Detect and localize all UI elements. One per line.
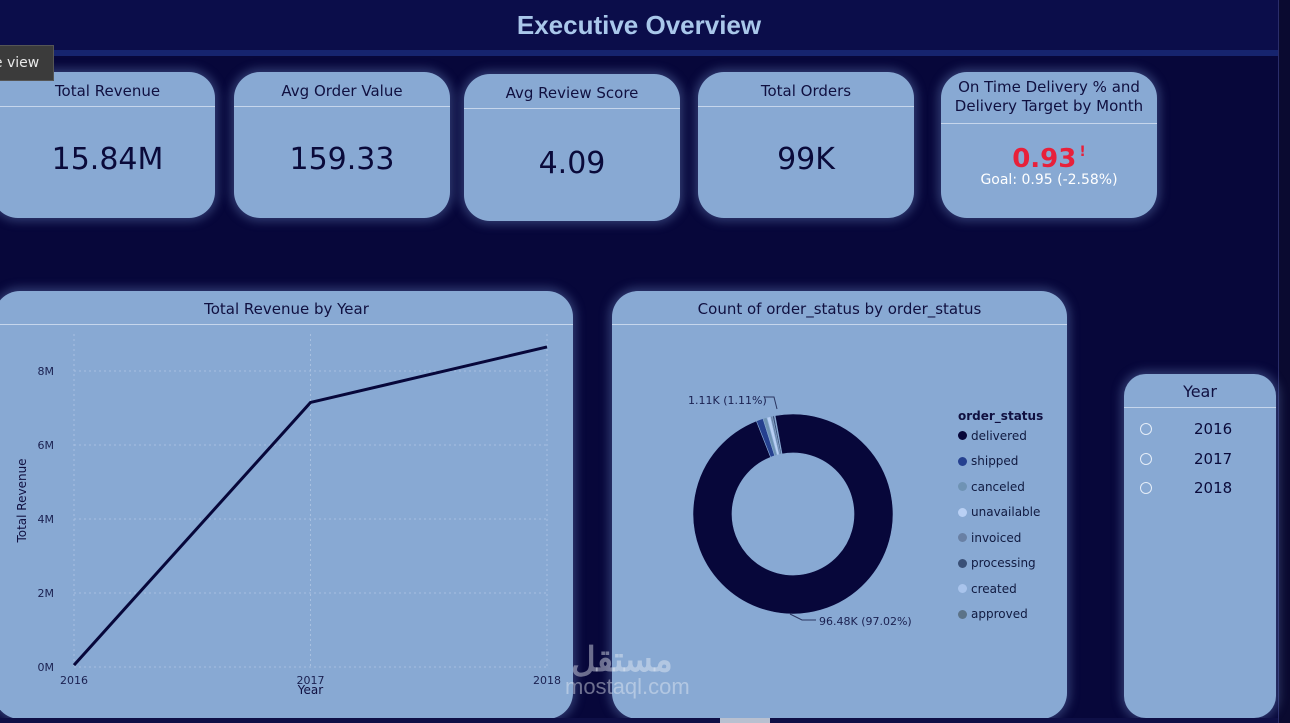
delivery-value-number: 0.93	[1012, 144, 1077, 174]
order-status-legend: order_status delivered shipped canceled una…	[958, 409, 1063, 627]
legend-item-invoiced[interactable]: invoiced	[958, 525, 1063, 551]
legend-item-processing[interactable]: processing	[958, 551, 1063, 577]
radio-icon[interactable]	[1140, 453, 1152, 465]
bottom-scrollbar[interactable]	[0, 718, 1278, 723]
kpi-card-avg-order-value[interactable]: Avg Order Value 159.33	[234, 72, 450, 218]
y-tick-label: 6M	[38, 439, 55, 452]
legend-label: invoiced	[971, 530, 1022, 545]
legend-item-shipped[interactable]: shipped	[958, 449, 1063, 475]
view-tooltip: le view	[0, 45, 54, 81]
kpi-value: 159.33	[289, 142, 395, 177]
watermark-arabic: مستقل	[571, 641, 673, 679]
bottom-scroll-thumb[interactable]	[720, 718, 770, 723]
kpi-value: 15.84M	[51, 142, 164, 177]
donut-slice-approved	[774, 415, 783, 455]
kpi-label: On Time Delivery % and Delivery Target b…	[941, 72, 1157, 124]
revenue-series-line	[72, 345, 548, 667]
watermark-latin: mostaql.com	[565, 674, 690, 699]
legend-label: processing	[971, 556, 1036, 571]
legend-label: canceled	[971, 479, 1025, 494]
order-status-donut-chart: 1.11K (1.11%) 96.48K (97.02%)	[688, 394, 912, 628]
donut-label-large: 96.48K (97.02%)	[819, 615, 912, 628]
delivery-goal: Goal: 0.95 (-2.58%)	[980, 172, 1118, 188]
x-tick-label: 2018	[533, 674, 561, 687]
slicer-option-2018[interactable]: 2018	[1124, 476, 1276, 500]
order-status-chart-card[interactable]: Count of order_status by order_status 1.…	[612, 291, 1067, 719]
y-tick-label: 4M	[38, 513, 55, 526]
legend-dot-icon	[958, 609, 967, 619]
legend-dot-icon	[958, 584, 967, 594]
revenue-by-year-chart-card[interactable]: Total Revenue by Year 0M 2M 4M 6M 8M 2016 2017…	[0, 291, 573, 719]
x-axis-title: Year	[297, 683, 323, 697]
legend-label: created	[971, 581, 1017, 596]
kpi-card-avg-review-score[interactable]: Avg Review Score 4.09	[464, 74, 680, 221]
delivery-value: 0.93!	[941, 144, 1157, 174]
revenue-line-chart: 0M 2M 4M 6M 8M 2016 2017 2018 Year Total Revenue	[15, 334, 561, 697]
kpi-value: 99K	[777, 142, 835, 177]
legend-dot-icon	[958, 558, 967, 568]
slicer-option-label: 2016	[1194, 420, 1233, 438]
delivery-area-shape	[955, 142, 1141, 212]
y-tick-label: 2M	[38, 587, 55, 600]
kpi-label: Total Orders	[698, 72, 914, 107]
y-tick-label: 0M	[38, 661, 55, 674]
chart-title: Count of order_status by order_status	[612, 291, 1067, 325]
y-tick-label: 8M	[38, 365, 55, 378]
slicer-option-2016[interactable]: 2016	[1124, 417, 1276, 441]
radio-icon[interactable]	[1140, 482, 1152, 494]
donut-leader-large	[789, 613, 816, 621]
title-bar: Executive Overview	[0, 0, 1278, 56]
kpi-label: Total Revenue	[0, 72, 215, 107]
donut-slice-delivered	[692, 413, 894, 615]
alert-icon: !	[1079, 144, 1086, 160]
legend-item-created[interactable]: created	[958, 576, 1063, 602]
slicer-option-label: 2017	[1194, 450, 1233, 468]
y-axis-title: Total Revenue	[15, 458, 29, 543]
legend-dot-icon	[958, 533, 967, 543]
legend-label: delivered	[971, 428, 1027, 443]
donut-label-small: 1.11K (1.11%)	[688, 394, 767, 407]
legend-item-delivered[interactable]: delivered	[958, 423, 1063, 449]
kpi-card-total-revenue[interactable]: Total Revenue 15.84M	[0, 72, 215, 218]
legend-dot-icon	[958, 507, 967, 517]
tooltip-text: le view	[0, 55, 40, 71]
chart-title: Total Revenue by Year	[0, 291, 573, 325]
radio-icon[interactable]	[1140, 423, 1152, 435]
year-slicer[interactable]: Year 2016 2017 2018	[1124, 374, 1276, 718]
slicer-option-2017[interactable]: 2017	[1124, 447, 1276, 471]
legend-title: order_status	[958, 409, 1044, 423]
watermark-logo: مستقل mostaql.com	[565, 640, 690, 700]
donut-leader-small	[764, 396, 778, 410]
x-tick-label: 2017	[297, 674, 325, 687]
legend-item-unavailable[interactable]: unavailable	[958, 500, 1063, 526]
right-scrollbar[interactable]	[1278, 0, 1290, 723]
slicer-title: Year	[1124, 374, 1276, 408]
slicer-option-label: 2018	[1194, 479, 1233, 497]
kpi-label: Avg Order Value	[234, 72, 450, 107]
legend-label: approved	[971, 607, 1028, 622]
kpi-label: Avg Review Score	[464, 74, 680, 109]
kpi-value: 4.09	[538, 146, 606, 181]
kpi-card-total-orders[interactable]: Total Orders 99K	[698, 72, 914, 218]
kpi-card-on-time-delivery[interactable]: On Time Delivery % and Delivery Target b…	[941, 72, 1157, 218]
legend-dot-icon	[958, 456, 967, 466]
x-tick-label: 2016	[60, 674, 88, 687]
legend-dot-icon	[958, 431, 967, 441]
legend-item-canceled[interactable]: canceled	[958, 474, 1063, 500]
legend-label: shipped	[971, 454, 1019, 469]
legend-item-approved[interactable]: approved	[958, 602, 1063, 628]
page-title: Executive Overview	[516, 9, 762, 40]
legend-label: unavailable	[971, 505, 1041, 520]
legend-dot-icon	[958, 482, 967, 492]
